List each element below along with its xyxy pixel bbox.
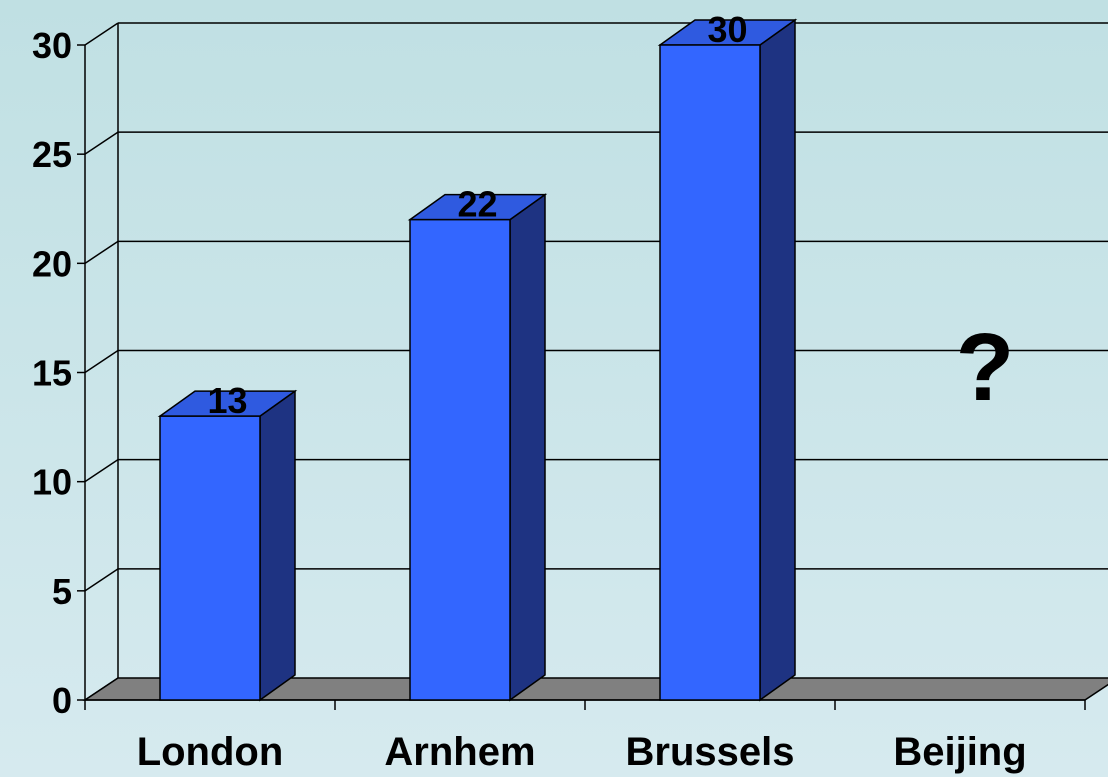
bar-arnhem [407, 193, 548, 702]
gridline-connector [84, 131, 119, 155]
labels: 0 5 10 15 20 25 30 London Arnhem Brussels Beijing 1… [32, 9, 1027, 774]
category-label: Brussels [626, 730, 795, 774]
y-tick-label: 30 [32, 25, 72, 66]
gridline-connector [84, 568, 119, 592]
y-tick-label: 20 [32, 243, 72, 284]
gridline-connector [84, 240, 119, 264]
bar-side [509, 193, 546, 702]
bar-front [159, 415, 261, 701]
bar-front [409, 218, 511, 701]
category-label: Arnhem [384, 730, 535, 774]
y-tick-label: 15 [32, 353, 72, 394]
y-tick-label: 5 [52, 571, 72, 612]
bar-front [659, 44, 761, 701]
bar-side [259, 389, 296, 702]
bar-london [157, 389, 298, 702]
gridline-connector [84, 22, 119, 46]
bars [157, 18, 798, 702]
bar-brussels [657, 18, 798, 702]
y-tick-label: 10 [32, 462, 72, 503]
gridline-connector [84, 459, 119, 483]
y-tick-label: 25 [32, 134, 72, 175]
question-mark-annotation: ? [956, 314, 1015, 421]
data-label: 30 [707, 9, 747, 50]
data-label: 13 [207, 380, 247, 421]
category-label: London [137, 730, 284, 774]
data-label: 22 [457, 184, 497, 225]
category-label: Beijing [893, 730, 1026, 774]
gridline-connector [84, 349, 119, 374]
bar-side [759, 18, 796, 702]
y-tick-label: 0 [52, 680, 72, 721]
